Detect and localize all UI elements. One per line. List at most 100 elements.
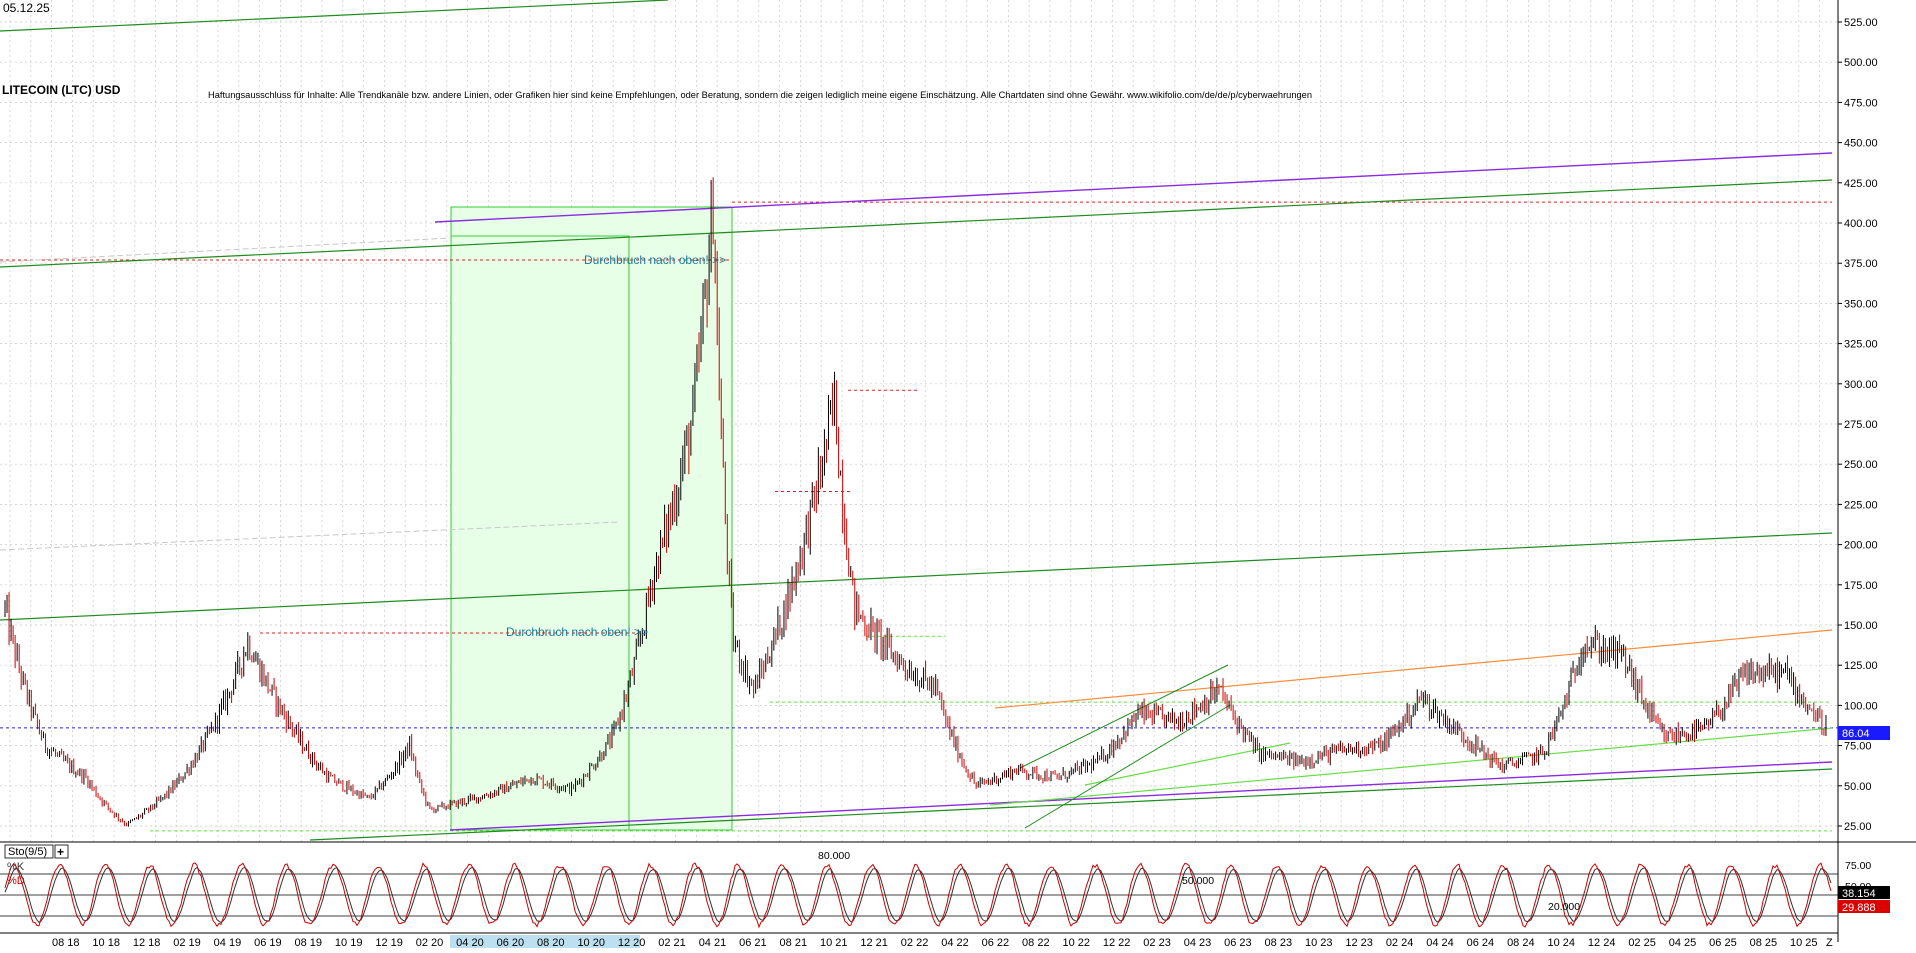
chart-date: 05.12.25	[3, 1, 50, 15]
trend-grey-lower	[0, 521, 621, 551]
x-tick-label: 06 24	[1467, 937, 1495, 948]
x-tick-label: 12 20	[618, 937, 646, 948]
x-tick-label: 10 22	[1062, 937, 1090, 948]
trend-orange	[994, 629, 1833, 709]
x-end-marker: Z	[1826, 937, 1833, 948]
x-tick-label: 06 20	[497, 937, 525, 948]
x-tick-label: 06 22	[982, 937, 1010, 948]
stoch-k-value-bg	[1838, 886, 1890, 899]
trend-support-lightgreen	[989, 727, 1833, 806]
y-tick-label: 525.00	[1844, 17, 1878, 29]
stoch-k-value: 38.154	[1842, 888, 1876, 900]
stoch-d-value-bg	[1838, 900, 1890, 913]
annotation-breakout-lower: Durchbruch nach oben! >>	[506, 625, 648, 639]
horizontal-levels	[0, 201, 1838, 832]
breakout-box-inner	[450, 235, 630, 831]
x-tick-label: 08 18	[52, 937, 80, 948]
y-tick-label: 150.00	[1844, 620, 1878, 632]
x-tick-label: 06 21	[739, 937, 767, 948]
x-tick-label: 04 24	[1426, 937, 1454, 948]
x-tick-label: 10 21	[820, 937, 848, 948]
x-tick-label: 10 25	[1790, 937, 1818, 948]
x-tick-label: 04 22	[941, 937, 969, 948]
stoch-add-icon: +	[57, 845, 64, 859]
x-tick-label: 12 18	[133, 937, 161, 948]
trend-grey-upper	[0, 237, 451, 263]
last-price-value: 86.04	[1842, 728, 1870, 740]
trend-lines	[0, 0, 1833, 841]
stoch-axis-75: 75.00	[1845, 860, 1871, 872]
x-tick-label: 08 22	[1022, 937, 1050, 948]
x-tick-label: 12 21	[860, 937, 888, 948]
y-tick-label: 125.00	[1844, 660, 1878, 672]
x-tick-label: 06 19	[254, 937, 282, 948]
x-tick-label: 12 24	[1588, 937, 1616, 948]
y-tick-label: 50.00	[1844, 781, 1872, 793]
stoch-d-value: 29.888	[1842, 902, 1876, 914]
y-tick-label: 325.00	[1844, 339, 1878, 351]
trend-lower-purple	[449, 761, 1833, 831]
y-tick-label: 400.00	[1844, 218, 1878, 230]
x-tick-label: 06 25	[1709, 937, 1737, 948]
y-tick-label: 100.00	[1844, 700, 1878, 712]
last-price-tag: 86.04	[1838, 726, 1890, 740]
x-tick-label: 02 22	[901, 937, 929, 948]
x-tick-label: 08 20	[537, 937, 565, 948]
x-tick-label: 04 25	[1669, 937, 1697, 948]
trend-lower-green	[309, 768, 1833, 841]
stoch-level-80-label: 80.000	[818, 850, 850, 862]
time-axis: 08 18 10 18 12 18 02 19 04 19 06 19 08 19 10 19…	[0, 932, 1838, 949]
x-tick-label: 02 19	[173, 937, 201, 948]
trend-upper-purple	[434, 152, 1833, 223]
stoch-title-box[interactable]	[4, 844, 54, 859]
stoch-k-line	[4, 862, 1832, 929]
y-tick-label: 75.00	[1844, 741, 1872, 753]
y-tick-label: 375.00	[1844, 258, 1878, 270]
x-tick-label: 12 22	[1103, 937, 1131, 948]
x-tick-label: 04 23	[1184, 937, 1212, 948]
trend-upper-green	[0, 179, 1833, 268]
y-tick-label: 25.00	[1844, 821, 1872, 833]
x-tick-label: 12 19	[375, 937, 403, 948]
y-tick-label: 425.00	[1844, 178, 1878, 190]
y-tick-label: 500.00	[1844, 57, 1878, 69]
breakout-zone	[450, 206, 733, 831]
breakout-box-outer	[450, 206, 733, 831]
trend-top-green	[0, 0, 669, 32]
x-tick-label: 04 20	[456, 937, 484, 948]
price-candles	[4, 177, 1827, 827]
x-tick-label: 06 23	[1224, 937, 1252, 948]
x-tick-label: 04 19	[214, 937, 242, 948]
trend-mid-green	[0, 532, 1833, 621]
y-tick-label: 250.00	[1844, 459, 1878, 471]
x-axis-highlight	[450, 935, 640, 948]
x-tick-label: 08 23	[1265, 937, 1293, 948]
stoch-add-button[interactable]	[54, 844, 69, 859]
x-tick-label: 10 20	[577, 937, 605, 948]
annotation-breakout-upper: Durchbruch nach oben! >>	[584, 253, 726, 267]
x-tick-label: 02 23	[1143, 937, 1171, 948]
y-tick-label: 350.00	[1844, 298, 1878, 310]
y-tick-label: 175.00	[1844, 580, 1878, 592]
stoch-d-line	[4, 866, 1832, 924]
stoch-header: Sto(9/5) + %K %D 80.000 50.000 20.000 75…	[4, 844, 1890, 914]
x-tick-label: 02 20	[416, 937, 444, 948]
stoch-level-50-label: 50.000	[1182, 875, 1214, 887]
x-tick-label: 10 19	[335, 937, 363, 948]
trend-steep-upper	[1019, 664, 1229, 769]
stoch-d-label: %D	[7, 875, 25, 887]
x-tick-label: 08 19	[295, 937, 323, 948]
y-tick-label: 275.00	[1844, 419, 1878, 431]
x-tick-label: 08 24	[1507, 937, 1535, 948]
x-tick-label: 02 24	[1386, 937, 1414, 948]
trend-steep-lower	[1024, 704, 1231, 829]
stoch-k-label: %K	[7, 861, 25, 873]
x-tick-label: 08 25	[1750, 937, 1778, 948]
chart-title: LITECOIN (LTC) USD	[2, 83, 121, 97]
x-tick-label: 08 21	[780, 937, 808, 948]
disclaimer: Haftungsausschluss für Inhalte: Alle Tre…	[208, 90, 1312, 101]
x-tick-label: 04 21	[699, 937, 727, 948]
stoch-level-20-label: 20.000	[1548, 901, 1580, 913]
